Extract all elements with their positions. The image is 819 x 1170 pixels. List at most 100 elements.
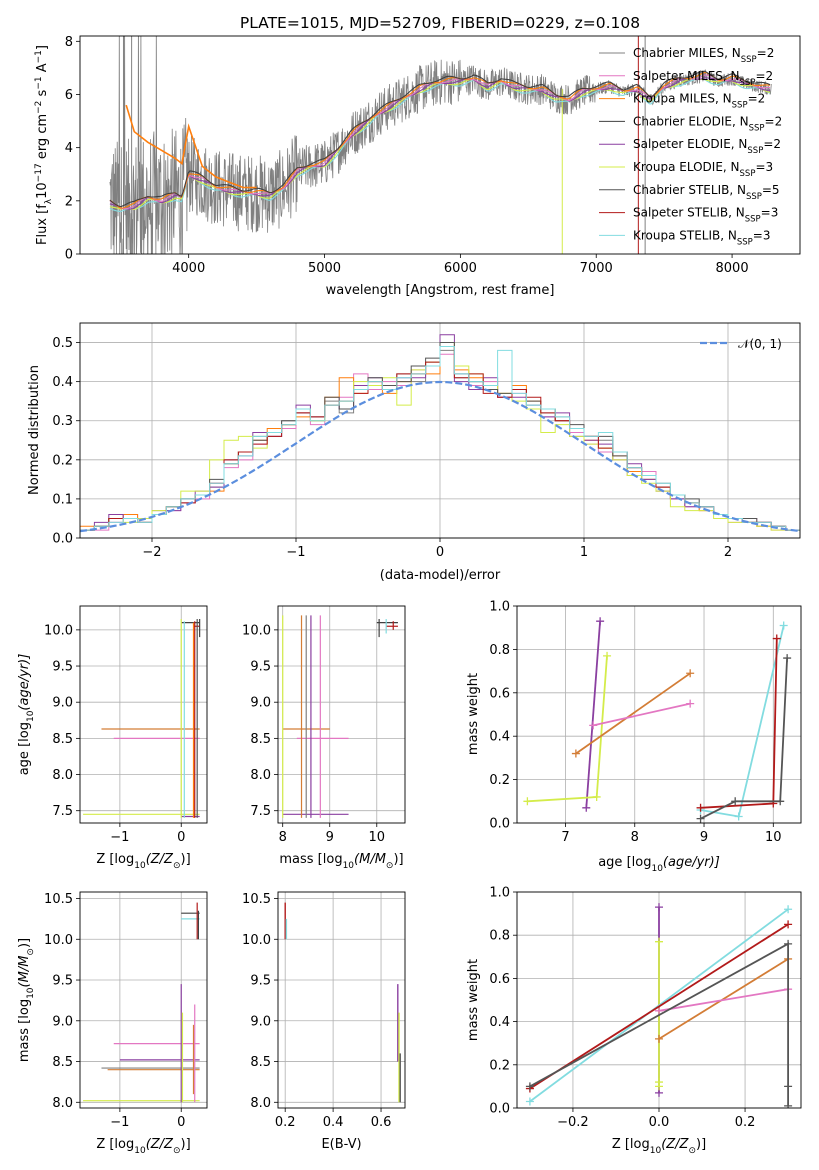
y-tick-label: 0.1 [52, 492, 73, 507]
y-axis-label-part: 10 [26, 987, 36, 999]
y-tick-label: 8.5 [250, 1055, 271, 1070]
y-tick-label: 0.5 [52, 336, 73, 351]
x-tick-label: 8 [279, 830, 287, 845]
plot-area [284, 902, 401, 1103]
x-axis-label-part: age [log [598, 855, 651, 870]
legend-text: Salpeter MILES, N [633, 69, 740, 83]
weight-point [525, 1097, 534, 1106]
legend-sub: SSP [732, 101, 748, 111]
y-tick-label: 0.4 [489, 1015, 510, 1030]
y-axis-label-part: A [35, 63, 50, 76]
legend-sub: SSP [741, 55, 757, 65]
weight-series [575, 672, 691, 755]
x-axis-label-part: (M/M [354, 852, 386, 867]
axes-frame [79, 322, 801, 539]
x-tick-label: −1 [110, 1115, 129, 1130]
x-tick-label: 0.0 [649, 1115, 670, 1130]
x-axis-label-part: ⊙ [386, 861, 394, 871]
y-axis-label-part: λ [44, 198, 54, 204]
weight-series [700, 638, 778, 809]
weight-series [529, 923, 789, 1090]
y-axis-label: mass [log10(M/M⊙)] [17, 938, 36, 1062]
x-axis-label-part: ⊙ [173, 1146, 181, 1156]
y-tick-label: 10.0 [44, 933, 73, 948]
y-tick-label: 8 [65, 35, 73, 50]
y-tick-label: 9.5 [52, 660, 73, 675]
x-axis-label-part: (Z/Z [661, 1137, 689, 1152]
y-tick-label: 4 [65, 141, 73, 156]
x-axis-label-part: (Z/Z [146, 1137, 174, 1152]
axes-frame [277, 891, 406, 1109]
y-tick-label: 0.0 [489, 817, 510, 832]
x-axis-label-part: ⊙ [688, 1146, 696, 1156]
weight-point [734, 812, 743, 821]
y-axis-label-part: −1 [34, 76, 44, 89]
model-spectrum-miles [125, 104, 257, 189]
legend-sub: SSP [740, 169, 756, 179]
hist-series [80, 345, 800, 538]
legend-entry: Salpeter ELODIE, NSSP=2 [633, 137, 781, 156]
y-tick-label: 0.4 [52, 375, 73, 390]
x-tick-label: 9 [326, 830, 334, 845]
y-tick-label: 9.5 [52, 974, 73, 989]
y-axis-label-part: )] [17, 938, 32, 948]
y-tick-label: 9.5 [250, 974, 271, 989]
y-axis-label: mass weight [466, 673, 481, 755]
legend-sub: SSP [749, 123, 765, 133]
axes-frame [516, 891, 802, 1109]
weight-point [655, 1078, 663, 1087]
legend-val: =2 [755, 69, 773, 83]
weight-point [696, 814, 705, 823]
x-tick-label: −1 [286, 545, 305, 560]
x-axis-label-part: )] [393, 852, 403, 867]
weight-point [603, 651, 612, 660]
x-tick-label: 7000 [580, 261, 613, 276]
y-axis-label-part: −17 [34, 163, 44, 182]
plot-area [83, 619, 201, 818]
x-axis-label-part: 10 [343, 861, 355, 871]
y-axis-label-part: erg cm [35, 114, 50, 163]
axes-frame [79, 891, 208, 1109]
y-tick-label: 0.6 [489, 972, 510, 987]
x-tick-label: 7 [561, 830, 569, 845]
x-tick-label: 0 [177, 830, 185, 845]
y-tick-label: 0.2 [489, 773, 510, 788]
y-axis-label-part: age [log [17, 722, 32, 775]
x-axis-label: Z [log10(Z/Z⊙)] [96, 1137, 190, 1156]
x-tick-label: −2 [142, 545, 161, 560]
x-axis-label: Z [log10(Z/Z⊙)] [612, 1137, 706, 1156]
weight-point [523, 797, 532, 806]
weight-point [779, 621, 788, 630]
plot-area [80, 334, 800, 538]
axes-frame [277, 605, 406, 824]
legend-sub: SSP [737, 237, 753, 247]
y-tick-label: 1.0 [489, 600, 510, 615]
x-tick-label: 8 [631, 830, 639, 845]
legend-entry: Kroupa STELIB, NSSP=3 [633, 228, 771, 247]
weight-point [696, 803, 705, 812]
plot-area [83, 902, 200, 1103]
legend-sub: SSP [745, 215, 761, 225]
y-tick-label: 7.5 [52, 804, 73, 819]
x-axis-label-part: 10 [134, 861, 146, 871]
legend-val: =2 [763, 137, 781, 151]
weight-point [686, 669, 695, 678]
y-tick-label: 0.6 [489, 686, 510, 701]
axes-mass_vs_Z: −1 08.08.59.09.510.010.5Z [log10(Z/Z⊙)]ma… [17, 891, 208, 1156]
weight-series [585, 621, 601, 808]
x-tick-label: 0 [177, 1115, 185, 1130]
x-tick-label: 2 [724, 545, 732, 560]
y-axis-label-part: ⊙ [26, 948, 36, 956]
x-axis-label: age [log10(age/yr)] [598, 855, 720, 874]
y-axis-label: Flux [fλ10−17 erg cm−2 s−1 A−1] [34, 45, 54, 245]
x-axis-label: Z [log10(Z/Z⊙)] [96, 852, 190, 871]
y-tick-label: 8.5 [250, 732, 271, 747]
legend-entry: Chabrier STELIB, NSSP=5 [633, 183, 780, 202]
weight-point [655, 937, 663, 946]
legend-val: =3 [755, 160, 773, 174]
legend-val: =2 [757, 46, 775, 60]
model-spectrum [109, 78, 771, 212]
model-spectrum [109, 71, 771, 209]
